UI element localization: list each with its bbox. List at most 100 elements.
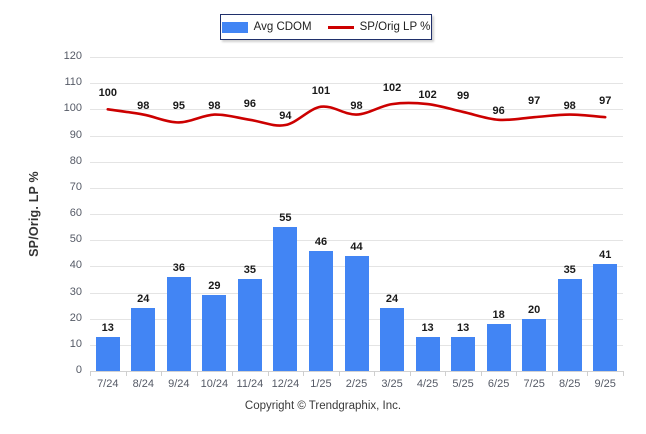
gridline [90,240,623,242]
copyright-notice: Copyright © Trendgraphix, Inc. [244,400,402,412]
x-axis-tick [516,371,518,376]
legend-label-avg-cdom: Avg CDOM [253,21,312,33]
y-axis-title: SP/Orig. LP % [27,171,41,257]
gridline [90,83,623,85]
bar [380,308,405,371]
legend-item-avg-cdom: Avg CDOM [221,21,312,33]
x-axis-tick [232,371,234,376]
x-axis-tick [161,371,163,376]
bar [451,336,476,371]
gridline [90,214,623,215]
y-axis-tick-label: 90 [69,128,82,141]
x-axis-tick-label: 3/25 [381,378,403,390]
x-axis-tick-label: 10/24 [200,378,229,390]
bar-data-label: 13 [101,321,114,334]
x-axis-tick-label: 9/24 [168,378,190,390]
bar [593,263,618,371]
line-data-label: 94 [279,110,292,123]
x-axis-tick-label: 8/24 [132,378,154,390]
bar-data-label: 35 [563,264,576,277]
line-data-label: 97 [599,95,612,108]
x-axis-tick [125,371,127,376]
bar-data-label: 35 [243,264,257,277]
line-data-label: 98 [350,99,363,112]
x-axis-tick-label: 5/25 [452,378,474,390]
x-axis-tick-label: 6/25 [487,378,510,390]
y-axis-tick-label: 40 [69,259,82,272]
x-axis-tick [303,371,305,376]
bar-data-label: 55 [279,212,292,225]
bar-data-label: 13 [456,321,470,334]
bar-data-label: 20 [528,303,541,316]
y-axis-tick-label: 20 [69,311,82,324]
x-axis: 7/24 8/24 9/24 10/24 11/24 12/24 1/25 2/25 3/25 4… [90,371,624,393]
y-axis-tick-label: 110 [64,76,82,89]
bar [95,336,120,371]
y-axis-tick-label: 10 [69,337,82,350]
line-swatch-icon [327,25,354,29]
x-axis-tick [445,371,447,376]
line-data-label: 101 [311,84,331,97]
line-data-label: 98 [137,99,150,112]
line-data-label: 102 [418,89,437,102]
x-axis-tick-label: 7/25 [523,378,545,390]
x-axis-tick [90,371,91,376]
x-axis-tick [338,371,340,376]
y-axis-tick-label: 100 [63,102,82,115]
bar [415,336,440,371]
x-axis-tick [587,371,589,376]
line-data-label: 97 [528,95,541,108]
bar-data-label: 46 [314,235,328,248]
x-axis-tick-label: 8/25 [558,378,581,390]
bar [557,279,582,371]
line-path [106,101,607,127]
bar [308,250,333,371]
gridline [90,187,623,189]
line-data-label: 102 [382,82,402,95]
bar [131,308,156,371]
gridline [90,109,623,111]
line-data-label: 98 [563,99,576,112]
y-axis-tick-label: 50 [69,233,82,246]
line-data-label: 96 [243,97,257,110]
bar [237,279,262,371]
y-axis-tick-label: 70 [69,180,82,193]
gridline [90,135,623,137]
y-axis-tick-label: 30 [69,285,82,298]
line-data-label: 95 [172,100,185,113]
gridline [90,371,623,372]
x-axis-tick-label: 1/25 [310,378,332,390]
bar-data-label: 44 [350,240,363,253]
plot-area: 13 24 36 29 35 55 46 44 24 13 13 18 20 35 41 100 98 95 98… [90,57,623,372]
line-data-label: 98 [208,99,221,112]
x-axis-tick [623,371,624,376]
y-axis-tick-label: 0 [75,364,82,376]
bar-data-label: 29 [208,280,221,293]
bar [486,323,511,371]
x-axis-tick [267,371,269,376]
bar-data-label: 24 [385,293,399,306]
x-axis-tick [374,371,376,376]
gridline [90,161,623,163]
y-axis-tick-label: 120 [63,50,82,62]
x-axis-tick-label: 7/24 [97,378,119,390]
x-axis-tick-label: 11/24 [236,378,264,390]
bar [273,227,298,371]
bar-data-label: 13 [421,321,434,334]
y-axis-tick-label: 60 [69,207,82,219]
bar [522,318,547,371]
bar [344,255,369,371]
legend-item-sp-orig-lp: SP/Orig LP % [327,21,430,33]
x-axis-tick-label: 9/25 [594,378,616,390]
x-axis-tick-label: 12/24 [271,378,300,390]
bar-data-label: 41 [599,248,612,261]
x-axis-tick [480,371,482,376]
bar [166,276,191,371]
bar-data-label: 18 [492,308,505,321]
y-axis-tick-label: 80 [69,154,82,167]
bar-data-label: 36 [172,261,185,274]
bar [202,295,227,371]
bar-swatch-icon [221,21,248,33]
x-axis-tick [551,371,553,376]
x-axis-tick-label: 2/25 [345,378,368,390]
